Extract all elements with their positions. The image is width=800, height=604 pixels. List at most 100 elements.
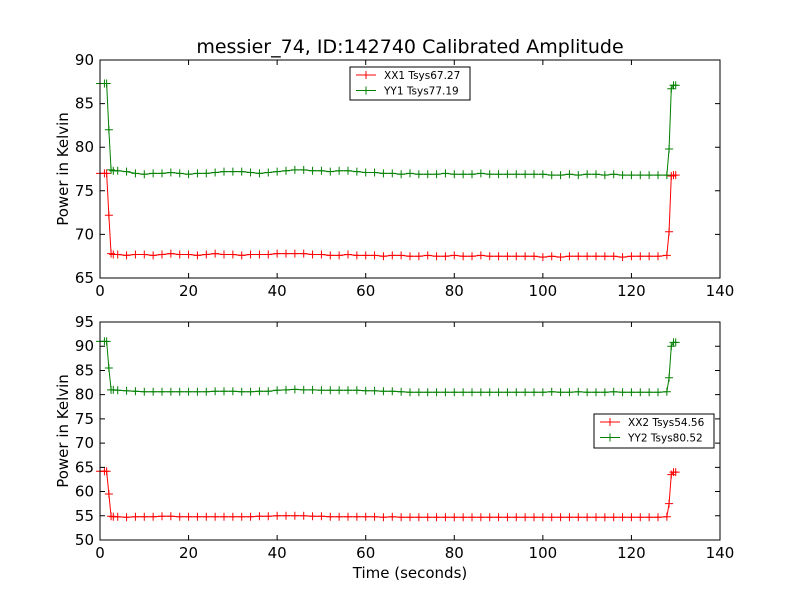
data-point-marker: [565, 513, 574, 522]
data-point-marker: [662, 251, 671, 260]
data-point-marker: [441, 513, 450, 522]
data-point-marker: [264, 168, 273, 177]
data-point-marker: [149, 512, 158, 521]
data-point-marker: [530, 388, 538, 397]
data-point-marker: [299, 165, 308, 174]
data-point-marker: [104, 364, 113, 373]
data-point-marker: [609, 387, 618, 396]
x-tick-label: 100: [529, 544, 558, 562]
data-point-marker: [282, 166, 290, 175]
data-point-marker: [122, 167, 131, 176]
data-point-marker: [600, 171, 609, 180]
data-point-marker: [131, 387, 140, 396]
data-point-marker: [166, 168, 175, 177]
y-tick-label: 60: [75, 483, 94, 501]
data-point-marker: [352, 251, 361, 260]
data-point-marker: [158, 512, 166, 521]
data-point-marker: [255, 169, 264, 178]
data-point-marker: [299, 249, 308, 258]
data-point-marker: [335, 386, 344, 395]
data-point-marker: [255, 387, 264, 396]
data-point-marker: [246, 512, 255, 521]
series-yy1: [96, 79, 680, 180]
data-point-marker: [184, 170, 193, 179]
data-point-marker: [645, 171, 654, 180]
data-point-marker: [122, 251, 131, 260]
data-point-marker: [565, 252, 574, 261]
data-point-marker: [397, 251, 406, 260]
data-point-marker: [246, 387, 255, 396]
data-point-marker: [202, 387, 211, 396]
data-point-marker: [202, 169, 211, 178]
x-tick-label: 100: [529, 282, 558, 300]
y-tick-label: 70: [75, 434, 94, 452]
data-point-marker: [379, 513, 388, 522]
data-point-marker: [406, 169, 414, 178]
data-point-marker: [113, 512, 122, 521]
data-point-marker: [211, 387, 220, 396]
data-point-marker: [370, 168, 379, 177]
data-point-marker: [574, 387, 583, 396]
data-point-marker: [211, 249, 220, 258]
data-point-marker: [662, 387, 671, 396]
data-point-marker: [220, 250, 228, 259]
data-point-marker: [538, 388, 547, 397]
x-tick-label: 140: [706, 544, 735, 562]
y-tick-label: 90: [75, 337, 94, 355]
y-tick-label: 80: [75, 138, 94, 156]
data-point-marker: [379, 169, 388, 178]
data-point-marker: [220, 512, 228, 521]
legend-swatch: [356, 71, 376, 79]
data-point-marker: [370, 251, 379, 260]
data-point-marker: [131, 169, 140, 178]
data-point-marker: [361, 168, 370, 177]
data-point-marker: [202, 512, 211, 521]
data-point-marker: [538, 253, 547, 262]
data-point-marker: [273, 249, 282, 258]
data-point-marker: [565, 170, 574, 179]
data-point-marker: [450, 388, 459, 397]
data-point-marker: [565, 388, 574, 397]
data-point-marker: [468, 388, 476, 397]
data-point-marker: [193, 251, 202, 260]
data-point-marker: [131, 250, 140, 259]
data-point-marker: [645, 388, 654, 397]
data-point-marker: [476, 513, 485, 522]
data-point-marker: [175, 512, 184, 521]
data-point-marker: [636, 171, 645, 180]
data-point-marker: [441, 169, 450, 178]
data-point-marker: [521, 252, 530, 261]
data-point-marker: [432, 170, 441, 179]
data-point-marker: [665, 373, 674, 382]
data-point-marker: [547, 513, 556, 522]
data-point-marker: [459, 388, 468, 397]
legend-entry: YY1 Tsys77.19: [383, 86, 459, 98]
data-point-marker: [397, 513, 406, 522]
data-point-marker: [530, 513, 538, 522]
data-point-marker: [158, 169, 166, 178]
data-point-marker: [102, 337, 111, 346]
data-point-marker: [627, 388, 636, 397]
data-point-marker: [441, 388, 450, 397]
data-point-marker: [476, 388, 485, 397]
data-point-marker: [290, 165, 299, 174]
data-point-marker: [423, 251, 432, 260]
data-point-marker: [299, 385, 308, 394]
data-point-marker: [113, 250, 122, 259]
y-tick-label: 75: [75, 410, 94, 428]
y-tick-label: 90: [75, 51, 94, 69]
y-tick-label: 80: [75, 386, 94, 404]
data-point-marker: [102, 467, 111, 476]
data-point-marker: [326, 251, 335, 260]
data-point-marker: [503, 513, 512, 522]
data-point-marker: [282, 385, 290, 394]
data-point-marker: [388, 512, 397, 521]
data-point-marker: [344, 250, 352, 259]
data-point-marker: [521, 170, 530, 179]
data-point-marker: [503, 252, 512, 261]
data-point-marker: [344, 386, 352, 395]
data-point-marker: [237, 387, 246, 396]
x-tick-label: 140: [706, 282, 735, 300]
data-point-marker: [370, 386, 379, 395]
